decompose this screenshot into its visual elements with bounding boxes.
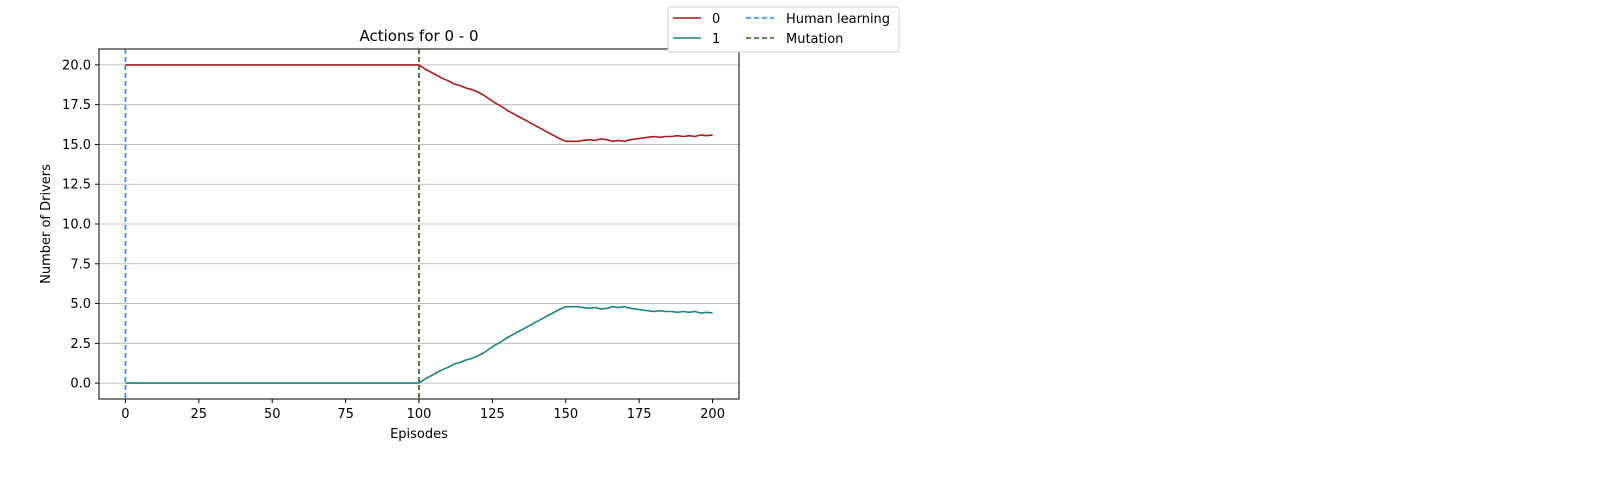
legend-label-mutation: Mutation [786,32,843,47]
x-tick-label-1: 25 [191,407,208,422]
y-tick-label-0: 0.0 [70,377,91,392]
chart-title: Actions for 0 - 0 [360,27,479,45]
x-tick-label-3: 75 [337,407,354,422]
y-axis-ticks: 0.0 2.5 5.0 7.5 10.0 12.5 15.0 17.5 20.0 [62,58,99,392]
legend: 0 1 Human learning Mutation [667,6,900,53]
y-tick-label-6: 15.0 [62,138,91,153]
x-tick-label-7: 175 [627,407,652,422]
x-tick-label-0: 0 [121,407,129,422]
y-tick-label-2: 5.0 [70,297,91,312]
x-axis-label: Episodes [390,427,448,442]
y-tick-label-4: 10.0 [62,218,91,233]
y-axis-label: Number of Drivers [39,164,54,284]
y-tick-label-5: 12.5 [62,178,91,193]
y-tick-label-3: 7.5 [70,257,91,272]
x-tick-label-6: 150 [553,407,578,422]
series-line-0 [125,64,713,143]
y-tick-label-1: 2.5 [70,337,91,352]
legend-box [667,6,900,53]
reference-lines [124,49,420,399]
legend-label-human-learning: Human learning [786,12,890,27]
x-tick-label-5: 125 [480,407,505,422]
x-tick-label-2: 50 [264,407,281,422]
x-axis-ticks: 0 25 50 75 100 125 150 175 200 [121,399,725,422]
series-line-1 [125,305,713,384]
legend-label-series-1: 1 [712,32,720,47]
legend-label-series-0: 0 [712,12,720,27]
grid-lines [99,64,739,384]
x-tick-label-8: 200 [700,407,725,422]
y-tick-label-7: 17.5 [62,98,91,113]
series-lines [125,64,713,384]
y-tick-label-8: 20.0 [62,58,91,73]
x-tick-label-4: 100 [407,407,432,422]
